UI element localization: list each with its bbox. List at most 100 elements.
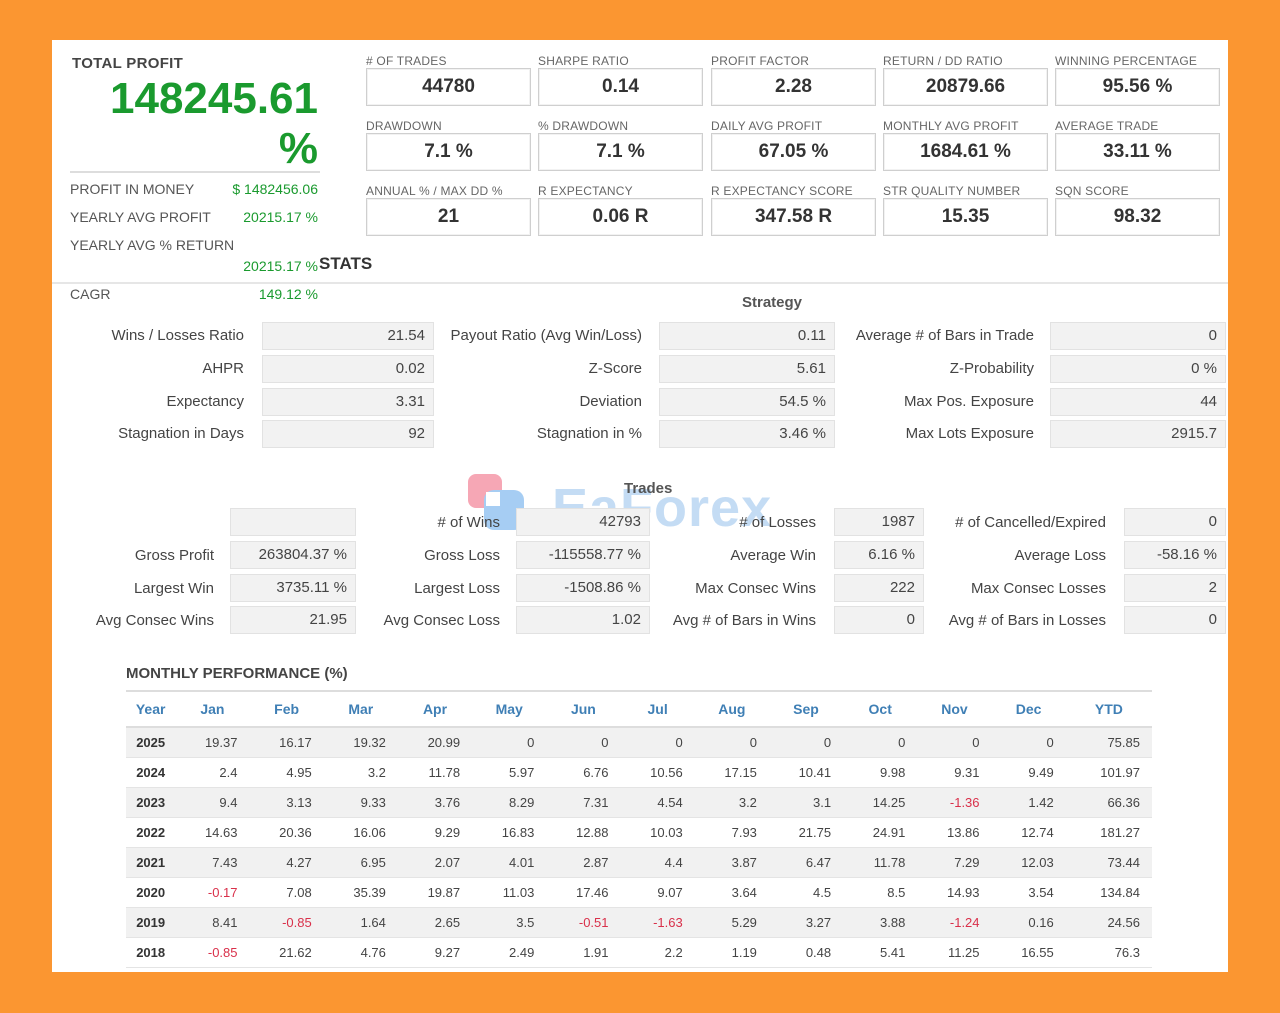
stat-value: 222 (834, 574, 924, 602)
metric-label: % DRAWDOWN (538, 119, 629, 133)
table-cell: 3.2 (323, 757, 398, 788)
metric-label: SQN SCORE (1055, 184, 1129, 198)
stat-label: # of Wins (437, 514, 500, 531)
table-cell: 0 (472, 727, 547, 758)
table-cell: 2.87 (546, 847, 621, 878)
stat-value: -1508.86 % (516, 574, 650, 602)
stats-divider (52, 282, 1228, 284)
table-cell: 4.27 (249, 847, 324, 878)
stat-value: 21.54 (262, 322, 434, 350)
table-cell: 19.32 (323, 727, 398, 758)
metric-label: ANNUAL % / MAX DD % (366, 184, 503, 198)
table-cell: 24.56 (1065, 907, 1152, 938)
table-row: 2024 2.4 4.95 3.2 11.78 5.97 6.76 10.56 17.15 10.… (126, 757, 1152, 788)
table-cell: 3.27 (768, 907, 844, 938)
stat-label: Avg # of Bars in Wins (672, 612, 816, 629)
column-header: Oct (843, 691, 918, 728)
year-cell: 2022 (126, 817, 176, 848)
table-cell: 7.93 (694, 817, 769, 848)
stat-label: Stagnation in % (536, 425, 642, 442)
table-cell: 0 (991, 727, 1066, 758)
column-header: Sep (768, 691, 844, 728)
table-row: 2020 -0.17 7.08 35.39 19.87 11.03 17.46 9.07 3.6… (126, 877, 1152, 908)
table-cell: 4.76 (323, 937, 398, 968)
table-cell: 3.87 (694, 847, 769, 878)
table-cell: 12.03 (991, 847, 1066, 878)
column-header: Jul (620, 691, 695, 728)
table-cell: 4.5 (768, 877, 844, 908)
yearly-avg-return-label: YEARLY AVG % RETURN (70, 237, 235, 253)
metric-label: R EXPECTANCY SCORE (711, 184, 853, 198)
column-header: Apr (397, 691, 473, 728)
table-cell: -1.63 (620, 907, 695, 938)
stat-value: 5.61 (659, 355, 835, 383)
table-cell: 10.41 (768, 757, 844, 788)
metric-value: 20879.66 (883, 68, 1048, 106)
table-cell: 6.95 (323, 847, 398, 878)
table-cell: 3.54 (991, 877, 1066, 908)
table-cell: 75.85 (1065, 727, 1152, 758)
stat-value: 263804.37 % (230, 541, 356, 569)
metric-value: 0.14 (538, 68, 703, 106)
table-cell: 0 (768, 727, 844, 758)
table-cell: 9.98 (843, 757, 918, 788)
metric-value: 2.28 (711, 68, 876, 106)
stat-label: Max Consec Losses (970, 580, 1106, 597)
table-cell: 16.55 (991, 937, 1066, 968)
stat-label: Stagnation in Days (118, 425, 244, 442)
stat-label: Payout Ratio (Avg Win/Loss) (450, 327, 642, 344)
metric-label: MONTHLY AVG PROFIT (883, 119, 1019, 133)
column-header: Dec (991, 691, 1066, 728)
profit-in-money-value: $ 1482456.06 (232, 181, 318, 197)
table-cell: -0.17 (175, 877, 250, 908)
stat-label: Wins / Losses Ratio (111, 327, 244, 344)
table-cell: 0.16 (991, 907, 1066, 938)
table-cell: 8.5 (843, 877, 918, 908)
column-header: Nov (917, 691, 992, 728)
column-header: Aug (694, 691, 769, 728)
stat-label: Average Win (730, 547, 816, 564)
metric-value: 1684.61 % (883, 133, 1048, 171)
table-row: 2022 14.63 20.36 16.06 9.29 16.83 12.88 10.03 7.… (126, 817, 1152, 848)
table-cell: 11.03 (472, 877, 547, 908)
table-cell: 3.13 (249, 787, 324, 818)
table-header-row: Year Jan Feb Mar Apr May Jun Jul Aug Sep Oct Nov Dec… (126, 691, 1152, 728)
table-cell: 9.31 (917, 757, 992, 788)
table-cell: 1.42 (991, 787, 1066, 818)
column-header: YTD (1065, 691, 1152, 728)
stat-value: 3.31 (262, 388, 434, 416)
table-cell: 66.36 (1065, 787, 1152, 818)
stat-label: Average Loss (1014, 547, 1106, 564)
stat-label: Gross Profit (134, 547, 214, 564)
stat-value: 0.02 (262, 355, 434, 383)
table-cell: 13.86 (917, 817, 992, 848)
cagr-label: CAGR (70, 286, 111, 302)
year-cell: 2021 (126, 847, 176, 878)
metric-value: 95.56 % (1055, 68, 1220, 106)
table-cell: 0 (843, 727, 918, 758)
stat-value: 92 (262, 420, 434, 448)
table-cell: 6.76 (546, 757, 621, 788)
table-cell: 3.64 (694, 877, 769, 908)
table-cell: 20.36 (249, 817, 324, 848)
column-header: Jan (175, 691, 250, 728)
table-cell: 5.97 (472, 757, 547, 788)
stat-label: Gross Loss (424, 547, 500, 564)
yearly-avg-profit-label: YEARLY AVG PROFIT (70, 209, 211, 225)
metric-label: SHARPE RATIO (538, 54, 629, 68)
stat-label: Max Consec Wins (695, 580, 816, 597)
table-cell: -1.24 (917, 907, 992, 938)
metric-value: 67.05 % (711, 133, 876, 171)
table-cell: 19.37 (175, 727, 250, 758)
stat-value: 2915.7 (1050, 420, 1226, 448)
table-cell: 9.33 (323, 787, 398, 818)
table-cell: 8.41 (175, 907, 250, 938)
metric-value: 0.06 R (538, 198, 703, 236)
table-cell: 0 (694, 727, 769, 758)
stat-value: 1987 (834, 508, 924, 536)
metric-value: 7.1 % (366, 133, 531, 171)
table-cell: 6.47 (768, 847, 844, 878)
stat-value: 0.11 (659, 322, 835, 350)
column-header: Year (126, 691, 176, 728)
metric-label: WINNING PERCENTAGE (1055, 54, 1198, 68)
